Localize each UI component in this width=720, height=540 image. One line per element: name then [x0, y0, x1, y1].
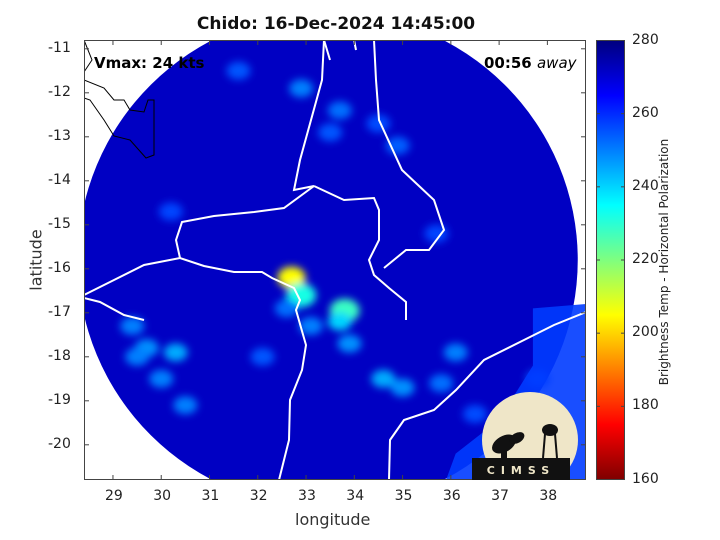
- tb-feature-6: [274, 299, 299, 318]
- tb-feature-4: [337, 334, 362, 353]
- tb-feature-13: [120, 317, 145, 335]
- tb-feature-19: [371, 369, 396, 388]
- tb-feature-23: [250, 347, 275, 366]
- y-tick-label: -19: [48, 391, 71, 408]
- chart-title: Chido: 16-Dec-2024 14:45:00: [196, 14, 476, 34]
- colorbar-label: Brightness Temp - Horizontal Polarizatio…: [657, 138, 671, 386]
- plot-area: CIMSS: [84, 40, 586, 488]
- tb-feature-28: [424, 224, 449, 243]
- y-tick-label: -18: [48, 347, 71, 364]
- x-tick-label: 34: [346, 488, 365, 504]
- y-tick-label: -16: [48, 259, 71, 276]
- colorbar-tick-label: 280: [632, 31, 659, 48]
- country-border-4: [174, 185, 315, 259]
- country-border-5: [84, 297, 145, 321]
- swath-background: [84, 40, 578, 480]
- country-border-0: [292, 40, 325, 192]
- map-plot: CIMSS: [84, 40, 586, 488]
- logo-tower-leg-2: [554, 433, 558, 459]
- tb-feature-21: [443, 343, 468, 362]
- y-axis-label: latitude: [26, 229, 46, 291]
- tb-feature-18: [173, 396, 198, 415]
- outer-land-boundary: [84, 79, 155, 159]
- country-border-2: [373, 40, 446, 269]
- x-tick-label: 36: [442, 488, 461, 504]
- tb-feature-8: [327, 101, 352, 120]
- tb-feature-27: [158, 202, 183, 221]
- colorbar-tick-label: 200: [632, 324, 659, 341]
- y-tick-label: -13: [48, 127, 71, 144]
- country-border-1: [313, 185, 407, 320]
- logo-dish-small-icon: [509, 432, 525, 444]
- x-tick-label: 29: [104, 488, 123, 504]
- vmax-label: Vmax: 24 kts: [94, 54, 205, 72]
- away-label: 00:56 away: [484, 54, 577, 72]
- plot-frame: [84, 40, 586, 480]
- y-tick-label: -12: [48, 83, 71, 100]
- tb-feature-22: [429, 374, 454, 393]
- tb-feature-9: [318, 123, 343, 142]
- colorbar-tick-label: 260: [632, 104, 659, 121]
- tb-feature-7: [289, 79, 314, 98]
- country-border-6: [388, 311, 586, 480]
- logo-dish-stand: [501, 446, 507, 458]
- tb-feature-10: [385, 136, 410, 155]
- colorbar-gradient: [596, 40, 625, 480]
- logo-text: CIMSS: [487, 464, 555, 477]
- colorbar-tick-label: 220: [632, 251, 659, 267]
- y-tick-label: -17: [48, 303, 71, 320]
- x-tick-label: 35: [394, 488, 413, 504]
- y-tick-label: -15: [48, 215, 71, 232]
- x-tick-label: 30: [153, 488, 172, 504]
- x-tick-label: 33: [298, 488, 316, 504]
- x-tick-label: 31: [201, 488, 220, 504]
- country-border-7: [323, 40, 331, 61]
- y-tick-label: -20: [48, 435, 71, 452]
- logo-tower-leg: [542, 433, 546, 459]
- x-axis-label: longitude: [295, 510, 371, 529]
- colorbar: [596, 40, 625, 480]
- tb-feature-11: [366, 114, 391, 133]
- colorbar-tick-label: 180: [632, 397, 659, 414]
- tb-feature-15: [163, 343, 188, 362]
- colorbar-tick-label: 160: [632, 470, 659, 487]
- logo-tower-tank-icon: [542, 424, 558, 436]
- colorbar-tick-label: 240: [632, 177, 659, 194]
- away-time: 00:56: [484, 54, 532, 72]
- tb-feature-16: [125, 347, 150, 366]
- tb-feature-3: [327, 312, 352, 331]
- tb-feature-17: [149, 369, 174, 388]
- tb-feature-20: [390, 378, 415, 397]
- y-tick-label: -11: [48, 39, 71, 56]
- tb-feature-12: [226, 61, 251, 80]
- away-word: away: [536, 54, 577, 72]
- logo-bar: [472, 458, 570, 480]
- x-tick-label: 32: [249, 488, 268, 504]
- x-tick-label: 38: [539, 488, 558, 504]
- tb-feature-5: [298, 317, 323, 335]
- country-border-3: [84, 256, 308, 480]
- y-tick-label: -14: [48, 171, 71, 188]
- tb-feature-26: [462, 405, 487, 423]
- outer-land-boundary-2: [84, 40, 93, 73]
- cimss-logo: CIMSS: [472, 392, 578, 488]
- x-tick-label: 37: [491, 488, 509, 504]
